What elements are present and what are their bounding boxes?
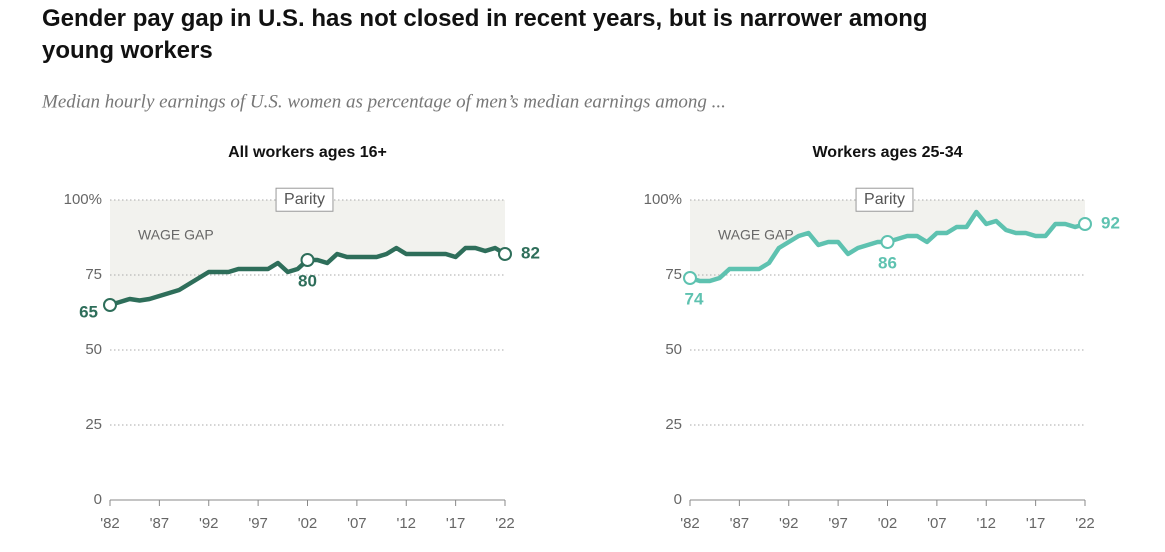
y-tick-label: 0 <box>94 491 102 508</box>
data-label: 74 <box>685 289 704 308</box>
x-tick-label: '22 <box>495 515 515 532</box>
x-tick-label: '12 <box>396 515 416 532</box>
x-tick-label: '22 <box>1075 515 1095 532</box>
data-label: 65 <box>79 302 98 321</box>
point-marker <box>103 298 117 312</box>
point-marker <box>498 247 512 261</box>
parity-label: Parity <box>864 191 905 208</box>
y-tick-label: 25 <box>85 416 102 433</box>
data-label: 92 <box>1101 213 1120 232</box>
panel-title: Workers ages 25-34 <box>812 144 962 161</box>
x-tick-label: '07 <box>347 515 367 532</box>
x-tick-label: '92 <box>779 515 799 532</box>
y-tick-label: 75 <box>665 266 682 283</box>
y-tick-label: 75 <box>85 266 102 283</box>
wage-gap-label: WAGE GAP <box>138 227 214 243</box>
x-tick-label: '97 <box>248 515 268 532</box>
y-tick-label: 50 <box>665 341 682 358</box>
parity-box <box>275 187 334 212</box>
x-tick-label: '17 <box>446 515 466 532</box>
x-tick-label: '02 <box>298 515 318 532</box>
chart-title: Gender pay gap in U.S. has not closed in… <box>42 5 928 64</box>
x-tick-label: '12 <box>976 515 996 532</box>
point-marker <box>880 235 895 249</box>
chart-subtitle: Median hourly earnings of U.S. women as … <box>41 91 726 112</box>
point-marker <box>300 253 315 267</box>
data-label: 80 <box>298 271 317 290</box>
y-tick-label: 100% <box>644 191 682 208</box>
data-label: 86 <box>878 253 897 272</box>
parity-box <box>855 187 914 212</box>
point-marker <box>1078 217 1092 231</box>
x-tick-label: '02 <box>878 515 898 532</box>
point-marker <box>683 271 697 285</box>
x-tick-label: '87 <box>730 515 750 532</box>
wage-gap-area <box>110 200 505 305</box>
y-tick-label: 50 <box>85 341 102 358</box>
x-tick-label: '17 <box>1026 515 1046 532</box>
x-tick-label: '82 <box>680 515 700 532</box>
x-tick-label: '92 <box>199 515 219 532</box>
x-tick-label: '97 <box>828 515 848 532</box>
y-tick-label: 100% <box>64 191 102 208</box>
x-tick-label: '87 <box>150 515 170 532</box>
x-tick-label: '07 <box>927 515 947 532</box>
data-label: 82 <box>521 243 540 262</box>
x-tick-label: '82 <box>100 515 120 532</box>
panel-title: All workers ages 16+ <box>228 144 387 161</box>
wage-gap-label: WAGE GAP <box>718 227 794 243</box>
y-tick-label: 0 <box>674 491 682 508</box>
y-tick-label: 25 <box>665 416 682 433</box>
parity-label: Parity <box>284 191 325 208</box>
